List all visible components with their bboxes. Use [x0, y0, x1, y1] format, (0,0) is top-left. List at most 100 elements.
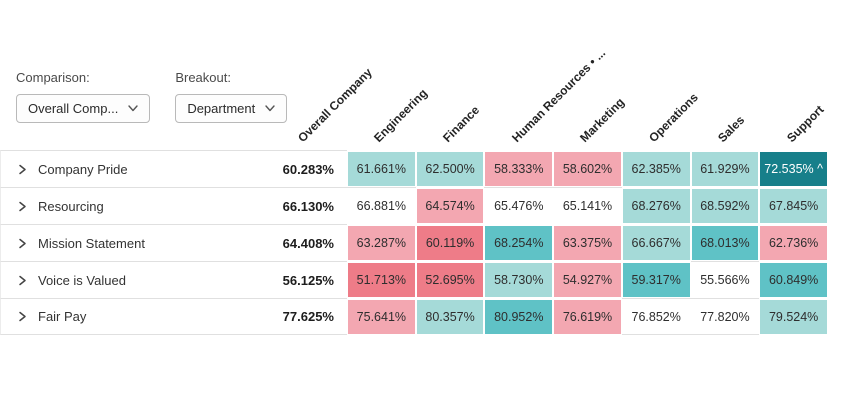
chevron-right-icon[interactable] [18, 275, 27, 286]
heat-cell: 68.592% [691, 187, 760, 224]
heat-cell-value: 62.736% [760, 225, 827, 260]
column-header-label: Sales [715, 112, 748, 145]
comparison-select-value: Overall Comp... [28, 101, 119, 116]
heat-cell-value: 76.852% [631, 309, 681, 324]
column-header-operations: Operations [622, 3, 701, 150]
row-expander-company-pride[interactable]: Company Pride [0, 150, 262, 187]
comparison-select[interactable]: Overall Comp... [16, 94, 151, 123]
overall-value: 60.283% [262, 150, 347, 187]
heat-cell: 54.927% [553, 261, 622, 298]
heat-cell: 66.881% [347, 187, 416, 224]
table-row-company-pride: Company Pride 60.283% 61.661% 62.500% 58.333… [0, 150, 828, 187]
heat-cell: 79.524% [759, 298, 828, 335]
comparison-control: Comparison: Overall Comp... [16, 70, 151, 123]
heat-cell-value: 67.845% [760, 188, 827, 223]
table-row-mission-statement: Mission Statement 64.408% 63.287% 60.119% 68… [0, 224, 828, 261]
heat-cell-value: 58.602% [554, 151, 621, 186]
heat-cell: 61.661% [347, 150, 416, 187]
column-header-finance: Finance [416, 3, 485, 150]
heat-cell: 76.852% [621, 298, 691, 335]
heat-cell: 59.317% [622, 261, 691, 298]
heat-cell-value: 62.500% [416, 151, 484, 186]
chevron-right-icon[interactable] [18, 238, 27, 249]
chevron-right-icon[interactable] [18, 311, 27, 322]
heat-cell-value: 79.524% [760, 299, 827, 334]
overall-value: 66.130% [262, 187, 347, 224]
header-spacer [0, 3, 262, 150]
heat-cell: 60.849% [759, 261, 828, 298]
heat-cell-value: 60.119% [416, 225, 484, 260]
column-header-sales: Sales [691, 3, 760, 150]
overall-value: 64.408% [262, 224, 347, 261]
breakout-label: Breakout: [175, 70, 231, 85]
column-header-engineering: Engineering [347, 3, 430, 150]
row-expander-fair-pay[interactable]: Fair Pay [0, 298, 262, 335]
heat-cell-value: 61.661% [348, 151, 415, 186]
heat-cell-value: 63.375% [554, 225, 621, 260]
heat-cell-value: 68.592% [691, 188, 759, 223]
chevron-down-icon [128, 105, 139, 112]
heat-cell: 58.730% [484, 261, 553, 298]
column-header-human-resources: Human Resources • ... [484, 3, 608, 150]
heat-cell-value: 65.476% [494, 199, 544, 213]
row-expander-voice-is-valued[interactable]: Voice is Valued [0, 261, 262, 298]
breakout-select[interactable]: Department [175, 94, 288, 123]
heatmap-body: Company Pride 60.283% 61.661% 62.500% 58.333… [0, 150, 828, 335]
heat-cell-value: 63.287% [348, 225, 415, 260]
heat-cell: 51.713% [347, 261, 416, 298]
heat-cell-value: 72.535% ^ [760, 151, 827, 186]
heat-cell: 63.287% [347, 224, 416, 261]
heat-cell: 76.619% [553, 298, 622, 335]
row-expander-resourcing[interactable]: Resourcing [0, 187, 262, 224]
row-label: Resourcing [38, 198, 104, 214]
breakout-select-value: Department [187, 101, 256, 116]
table-row-resourcing: Resourcing 66.130% 66.881% 64.574% 65.476% 65… [0, 187, 828, 224]
table-row-voice-is-valued: Voice is Valued 56.125% 51.713% 52.695% 58.7… [0, 261, 828, 298]
heat-cell-value: 77.820% [700, 309, 750, 324]
heat-cell-value: 60.849% [760, 262, 827, 297]
row-label: Voice is Valued [38, 272, 126, 288]
heat-cell-value: 59.317% [622, 262, 690, 297]
column-header-label: Finance [440, 103, 483, 145]
heat-cell-value: 76.619% [554, 299, 621, 334]
row-label: Fair Pay [38, 309, 87, 324]
heatmap-column-headers: Overall Company Engineering Finance Human R… [0, 3, 828, 150]
heat-cell-value: 62.385% [622, 151, 690, 186]
heatmap-table: Overall Company Engineering Finance Human R… [0, 3, 828, 335]
heat-cell-value: 55.566% [700, 273, 750, 287]
chevron-down-icon [265, 105, 275, 112]
column-header-overall-company: Overall Company [262, 3, 375, 150]
heat-cell-value: 52.695% [416, 262, 484, 297]
heat-cell: 61.929% [691, 150, 760, 187]
heat-cell: 60.119% [416, 224, 485, 261]
heat-cell: 65.476% [484, 187, 554, 224]
comparison-label: Comparison: [16, 70, 90, 85]
heat-cell: 75.641% [347, 298, 416, 335]
heat-cell: 80.952% [484, 298, 553, 335]
chevron-right-icon[interactable] [18, 201, 27, 212]
heat-cell: 58.333% [484, 150, 553, 187]
heat-cell-value: 68.013% [691, 225, 759, 260]
row-expander-mission-statement[interactable]: Mission Statement [0, 224, 262, 261]
heat-cell-value: 66.881% [356, 199, 407, 213]
heat-cell: 77.820% [690, 298, 760, 335]
table-row-fair-pay: Fair Pay 77.625% 75.641% 80.357% 80.952% 76.6… [0, 298, 828, 335]
heat-cell: 65.141% [553, 187, 622, 224]
heat-cell: 80.357% [416, 298, 485, 335]
heat-cell: 62.500% [416, 150, 485, 187]
heat-cell-value: 58.333% [485, 151, 553, 186]
heat-cell: 66.667% [622, 224, 691, 261]
heat-cell: 72.535% ^ [759, 150, 828, 187]
heat-cell-value: 68.276% [622, 188, 690, 223]
overall-value: 77.625% [262, 298, 347, 335]
overall-value: 56.125% [262, 261, 347, 298]
heat-cell: 68.276% [622, 187, 691, 224]
heat-cell-value: 66.667% [622, 225, 690, 260]
chevron-right-icon[interactable] [18, 164, 27, 175]
heat-cell-value: 61.929% [691, 151, 759, 186]
breakout-control: Breakout: Department [175, 70, 288, 123]
heat-cell-value: 68.254% [485, 225, 553, 260]
row-label: Mission Statement [38, 235, 145, 251]
column-header-label: Support [783, 102, 827, 145]
